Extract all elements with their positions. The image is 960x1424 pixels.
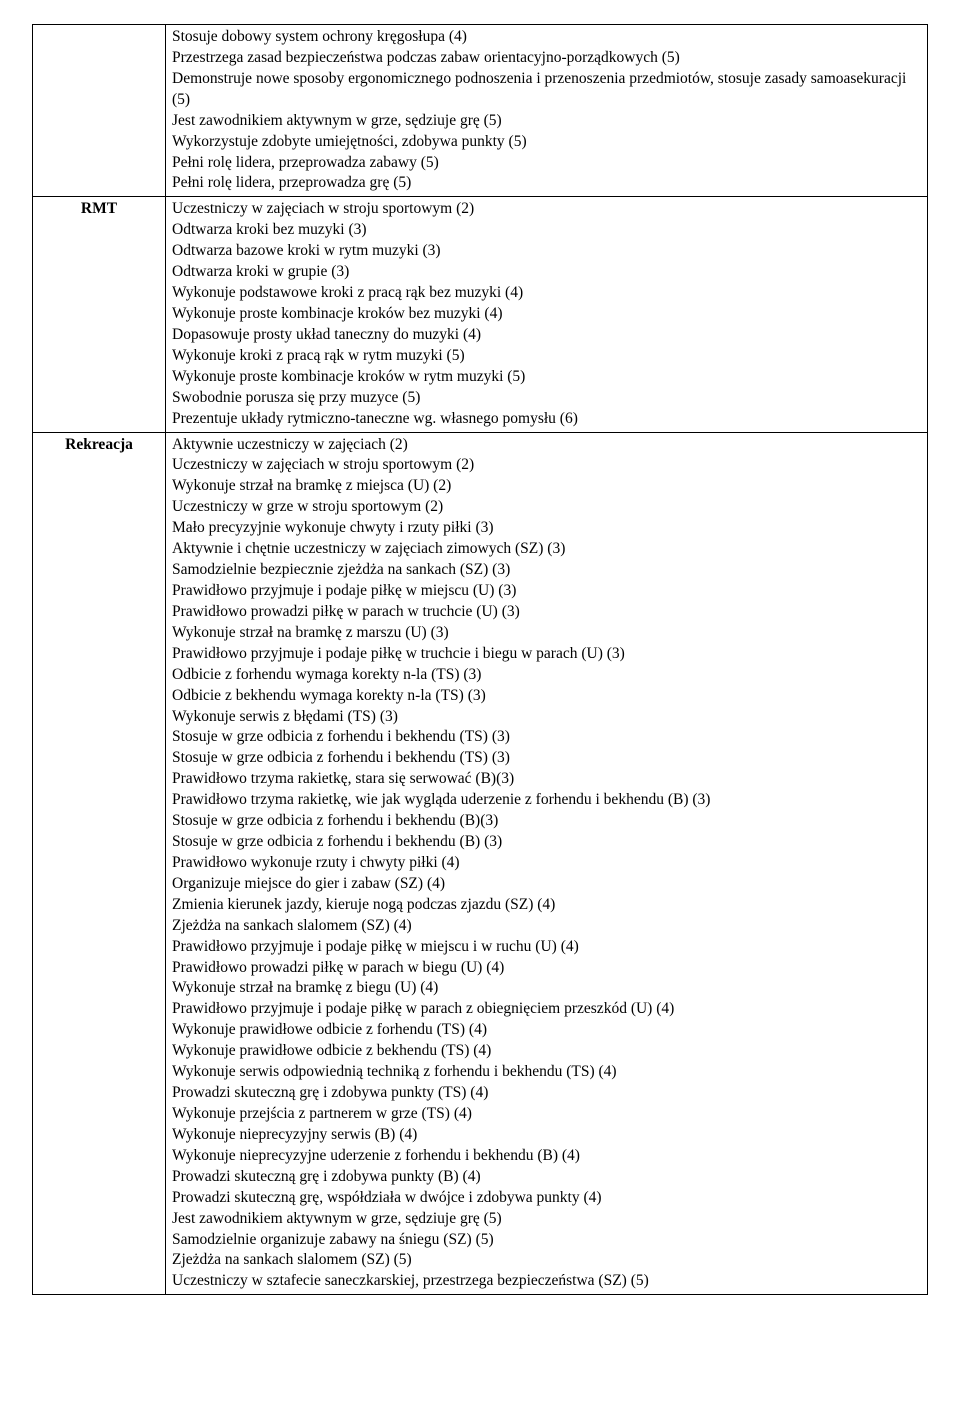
- criterion-line: Samodzielnie organizuje zabawy na śniegu…: [172, 1230, 921, 1251]
- row-label: [33, 25, 166, 197]
- criterion-line: Prowadzi skuteczną grę i zdobywa punkty …: [172, 1167, 921, 1188]
- criterion-line: Demonstruje nowe sposoby ergonomicznego …: [172, 69, 921, 111]
- criterion-line: Wykonuje nieprecyzyjne uderzenie z forhe…: [172, 1146, 921, 1167]
- table-row: RekreacjaAktywnie uczestniczy w zajęciac…: [33, 432, 928, 1295]
- criterion-line: Prawidłowo prowadzi piłkę w parach w bie…: [172, 958, 921, 979]
- criterion-line: Dopasowuje prosty układ taneczny do muzy…: [172, 325, 921, 346]
- criterion-line: Uczestniczy w grze w stroju sportowym (2…: [172, 497, 921, 518]
- row-content: Stosuje dobowy system ochrony kręgosłupa…: [166, 25, 928, 197]
- criterion-line: Przestrzega zasad bezpieczeństwa podczas…: [172, 48, 921, 69]
- criterion-line: Uczestniczy w zajęciach w stroju sportow…: [172, 455, 921, 476]
- criterion-line: Prawidłowo przyjmuje i podaje piłkę w tr…: [172, 644, 921, 665]
- criterion-line: Zjeżdża na sankach slalomem (SZ) (4): [172, 916, 921, 937]
- row-label: RMT: [33, 197, 166, 432]
- criterion-line: Aktywnie i chętnie uczestniczy w zajęcia…: [172, 539, 921, 560]
- row-content: Uczestniczy w zajęciach w stroju sportow…: [166, 197, 928, 432]
- criterion-line: Prowadzi skuteczną grę, współdziała w dw…: [172, 1188, 921, 1209]
- criterion-line: Jest zawodnikiem aktywnym w grze, sędziu…: [172, 1209, 921, 1230]
- criterion-line: Stosuje dobowy system ochrony kręgosłupa…: [172, 27, 921, 48]
- criterion-line: Samodzielnie bezpiecznie zjeżdża na sank…: [172, 560, 921, 581]
- criterion-line: Wykonuje proste kombinacje kroków w rytm…: [172, 367, 921, 388]
- criterion-line: Stosuje w grze odbicia z forhendu i bekh…: [172, 811, 921, 832]
- criterion-line: Uczestniczy w zajęciach w stroju sportow…: [172, 199, 921, 220]
- criterion-line: Prawidłowo trzyma rakietkę, wie jak wygl…: [172, 790, 921, 811]
- criterion-line: Jest zawodnikiem aktywnym w grze, sędziu…: [172, 111, 921, 132]
- criterion-line: Prawidłowo wykonuje rzuty i chwyty piłki…: [172, 853, 921, 874]
- criterion-line: Zjeżdża na sankach slalomem (SZ) (5): [172, 1250, 921, 1271]
- criterion-line: Pełni rolę lidera, przeprowadza zabawy (…: [172, 153, 921, 174]
- criterion-line: Stosuje w grze odbicia z forhendu i bekh…: [172, 748, 921, 769]
- criterion-line: Prawidłowo trzyma rakietkę, stara się se…: [172, 769, 921, 790]
- criterion-line: Wykonuje kroki z pracą rąk w rytm muzyki…: [172, 346, 921, 367]
- criterion-line: Pełni rolę lidera, przeprowadza grę (5): [172, 173, 921, 194]
- criterion-line: Wykonuje nieprecyzyjny serwis (B) (4): [172, 1125, 921, 1146]
- criterion-line: Prawidłowo przyjmuje i podaje piłkę w mi…: [172, 581, 921, 602]
- criteria-table: Stosuje dobowy system ochrony kręgosłupa…: [32, 24, 928, 1295]
- criterion-line: Wykonuje strzał na bramkę z biegu (U) (4…: [172, 978, 921, 999]
- criterion-line: Wykonuje przejścia z partnerem w grze (T…: [172, 1104, 921, 1125]
- criterion-line: Wykorzystuje zdobyte umiejętności, zdoby…: [172, 132, 921, 153]
- criterion-line: Prowadzi skuteczną grę i zdobywa punkty …: [172, 1083, 921, 1104]
- table-row: Stosuje dobowy system ochrony kręgosłupa…: [33, 25, 928, 197]
- criterion-line: Wykonuje prawidłowe odbicie z forhendu (…: [172, 1020, 921, 1041]
- criterion-line: Wykonuje serwis z błędami (TS) (3): [172, 707, 921, 728]
- criterion-line: Odtwarza bazowe kroki w rytm muzyki (3): [172, 241, 921, 262]
- criterion-line: Odtwarza kroki w grupie (3): [172, 262, 921, 283]
- criterion-line: Prawidłowo prowadzi piłkę w parach w tru…: [172, 602, 921, 623]
- criterion-line: Swobodnie porusza się przy muzyce (5): [172, 388, 921, 409]
- criterion-line: Odbicie z bekhendu wymaga korekty n-la (…: [172, 686, 921, 707]
- criterion-line: Prawidłowo przyjmuje i podaje piłkę w pa…: [172, 999, 921, 1020]
- criterion-line: Odtwarza kroki bez muzyki (3): [172, 220, 921, 241]
- criterion-line: Prezentuje układy rytmiczno-taneczne wg.…: [172, 409, 921, 430]
- criterion-line: Organizuje miejsce do gier i zabaw (SZ) …: [172, 874, 921, 895]
- criterion-line: Wykonuje proste kombinacje kroków bez mu…: [172, 304, 921, 325]
- row-content: Aktywnie uczestniczy w zajęciach (2)Ucze…: [166, 432, 928, 1295]
- criterion-line: Wykonuje strzał na bramkę z miejsca (U) …: [172, 476, 921, 497]
- criterion-line: Prawidłowo przyjmuje i podaje piłkę w mi…: [172, 937, 921, 958]
- criterion-line: Stosuje w grze odbicia z forhendu i bekh…: [172, 832, 921, 853]
- criterion-line: Aktywnie uczestniczy w zajęciach (2): [172, 435, 921, 456]
- criterion-line: Wykonuje strzał na bramkę z marszu (U) (…: [172, 623, 921, 644]
- criterion-line: Wykonuje serwis odpowiednią techniką z f…: [172, 1062, 921, 1083]
- criterion-line: Wykonuje podstawowe kroki z pracą rąk be…: [172, 283, 921, 304]
- criterion-line: Zmienia kierunek jazdy, kieruje nogą pod…: [172, 895, 921, 916]
- criterion-line: Wykonuje prawidłowe odbicie z bekhendu (…: [172, 1041, 921, 1062]
- table-row: RMT Uczestniczy w zajęciach w stroju spor…: [33, 197, 928, 432]
- criterion-line: Mało precyzyjnie wykonuje chwyty i rzuty…: [172, 518, 921, 539]
- criterion-line: Stosuje w grze odbicia z forhendu i bekh…: [172, 727, 921, 748]
- row-label: Rekreacja: [33, 432, 166, 1295]
- criterion-line: Odbicie z forhendu wymaga korekty n-la (…: [172, 665, 921, 686]
- criterion-line: Uczestniczy w sztafecie saneczkarskiej, …: [172, 1271, 921, 1292]
